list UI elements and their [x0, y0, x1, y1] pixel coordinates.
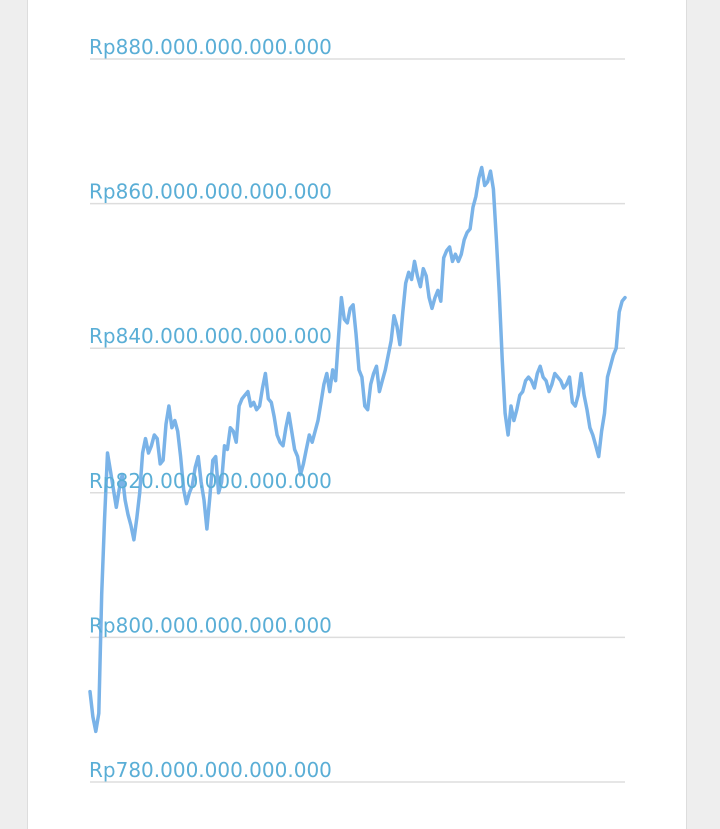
series-line-0: [88, 165, 627, 734]
y-tick-label: Rp800.000.000.000.000: [89, 613, 332, 637]
y-tick-label: Rp820.000.000.000.000: [89, 469, 332, 493]
y-tick-label: Rp860.000.000.000.000: [89, 180, 332, 204]
series-layer: [88, 165, 627, 734]
line-chart: Rp880.000.000.000.000 Rp860.000.000.000.0…: [88, 35, 627, 783]
y-tick-label: Rp780.000.000.000.000: [89, 758, 332, 782]
y-axis-tick-labels: Rp880.000.000.000.000 Rp860.000.000.000.0…: [89, 35, 332, 782]
y-tick-label: Rp880.000.000.000.000: [89, 35, 332, 59]
chart-card: Rp880.000.000.000.000 Rp860.000.000.000.0…: [27, 0, 687, 829]
y-tick-label: Rp840.000.000.000.000: [89, 324, 332, 348]
